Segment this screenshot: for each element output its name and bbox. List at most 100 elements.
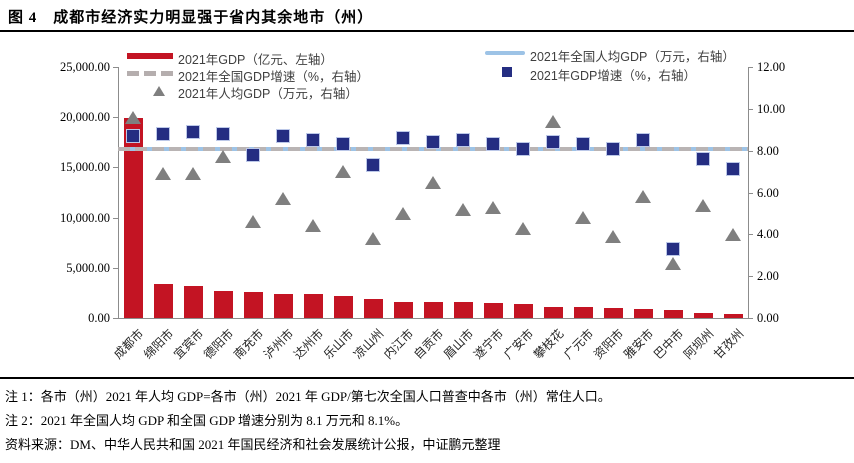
gdp-bar (123, 118, 143, 318)
category-text: 南充市 (230, 326, 267, 362)
right-axis-label: 4.00 (757, 227, 779, 242)
left-axis-line (118, 67, 119, 318)
per-capita-triangle (634, 190, 651, 204)
category-text: 乐山市 (320, 326, 357, 362)
gdp-bar (663, 310, 683, 318)
gdp-bar (363, 298, 383, 318)
note-1: 注 1：各市（州）2021 年人均 GDP=各市（州）2021 年 GDP/第七… (5, 389, 611, 404)
left-axis-label: 0.00 (88, 311, 110, 325)
per-capita-triangle (544, 114, 561, 128)
category-text: 达州市 (290, 326, 327, 362)
left-axis-label: 20,000.00 (60, 110, 110, 125)
right-axis-tick (748, 234, 753, 236)
left-axis-tick (113, 167, 118, 169)
right-axis-label: 8.00 (757, 143, 779, 158)
per-capita-triangle (604, 229, 621, 243)
per-capita-triangle (694, 198, 711, 212)
category-text: 广元市 (560, 326, 597, 362)
note-2: 注 2：2021 年全国人均 GDP 和全国 GDP 增速分别为 8.1 万元和… (5, 413, 409, 428)
gdp-growth-square (426, 135, 440, 150)
gdp-bar (423, 301, 443, 318)
category-text: 遂宁市 (470, 326, 507, 362)
legend-label: 2021年人均GDP（万元，右轴） (178, 87, 358, 101)
legend-label: 2021年GDP（亿元、左轴） (178, 53, 333, 67)
blue-line-swatch-icon (485, 51, 525, 55)
gdp-growth-square (726, 162, 740, 177)
gdp-bar (153, 284, 173, 318)
per-capita-triangle (334, 165, 351, 179)
right-axis-label: 12.00 (757, 60, 786, 74)
gdp-bar (543, 306, 563, 318)
gdp-growth-square (486, 137, 500, 152)
gdp-bar (243, 291, 263, 318)
gdp-growth-square (216, 126, 230, 141)
gdp-bar (513, 303, 533, 318)
right-axis-tick (748, 108, 753, 110)
gdp-bar (483, 302, 503, 318)
gdp-bar (273, 293, 293, 318)
per-capita-triangle (454, 202, 471, 216)
category-text: 成都市 (110, 326, 147, 362)
gdp-growth-square (156, 126, 170, 141)
dashed-line-swatch-icon (127, 71, 173, 76)
category-text: 德阳市 (200, 326, 237, 362)
gdp-bar (603, 308, 623, 318)
gdp-growth-square (126, 129, 140, 144)
left-axis-tick (113, 318, 118, 319)
right-axis-tick (748, 276, 753, 278)
source-note: 资料来源：DM、中华人民共和国 2021 年国民经济和社会发展统计公报，中证鹏元… (5, 437, 501, 452)
figure-title: 图 4 成都市经济实力明显强于省内其余地市（州） (8, 10, 374, 26)
gdp-growth-square (366, 158, 380, 173)
left-axis-label: 25,000.00 (60, 60, 110, 74)
left-axis-tick (113, 217, 118, 219)
gdp-growth-square (516, 141, 530, 156)
left-axis-label: 5,000.00 (66, 260, 110, 275)
gdp-growth-square (276, 129, 290, 144)
per-capita-triangle (304, 219, 321, 233)
per-capita-triangle (724, 227, 741, 241)
gdp-growth-square (546, 135, 560, 150)
gdp-growth-square (246, 147, 260, 162)
per-capita-triangle (184, 167, 201, 181)
per-capita-triangle (364, 232, 381, 246)
per-capita-triangle (274, 192, 291, 206)
per-capita-triangle (154, 167, 171, 181)
gdp-bar (183, 286, 203, 318)
right-axis-label: 2.00 (757, 269, 779, 284)
bar-swatch-icon (127, 53, 173, 59)
gdp-bar (303, 294, 323, 318)
gdp-growth-square (696, 152, 710, 167)
category-text: 资阳市 (590, 326, 627, 362)
per-capita-triangle (664, 257, 681, 271)
triangle-swatch-icon (153, 86, 165, 96)
gdp-growth-square (306, 133, 320, 148)
right-axis-tick (748, 318, 753, 319)
per-capita-triangle (394, 206, 411, 220)
legend-label: 2021年GDP增速（%，右轴） (530, 69, 697, 83)
per-capita-triangle (514, 221, 531, 235)
gdp-growth-square (336, 137, 350, 152)
gdp-growth-square (456, 133, 470, 148)
chart-divider (0, 377, 854, 379)
category-text: 绵阳市 (140, 326, 177, 362)
category-text: 宜宾市 (170, 326, 207, 362)
left-axis-tick (113, 67, 118, 68)
left-axis-label: 15,000.00 (60, 160, 110, 175)
category-text: 甘孜州 (710, 326, 747, 362)
category-text: 自贡市 (410, 326, 447, 362)
category-text: 巴中市 (650, 326, 687, 362)
gdp-growth-square (636, 133, 650, 148)
per-capita-triangle (484, 200, 501, 214)
category-text: 泸州市 (260, 326, 297, 362)
category-text: 广安市 (500, 326, 537, 362)
per-capita-triangle (214, 150, 231, 164)
category-text: 阿坝州 (680, 326, 717, 362)
gdp-growth-square (576, 137, 590, 152)
gdp-bar (573, 306, 593, 318)
right-axis-tick (748, 67, 753, 68)
right-axis-label: 6.00 (757, 185, 779, 200)
gdp-bar (453, 302, 473, 318)
gdp-growth-square (396, 131, 410, 146)
gdp-bar (393, 301, 413, 318)
